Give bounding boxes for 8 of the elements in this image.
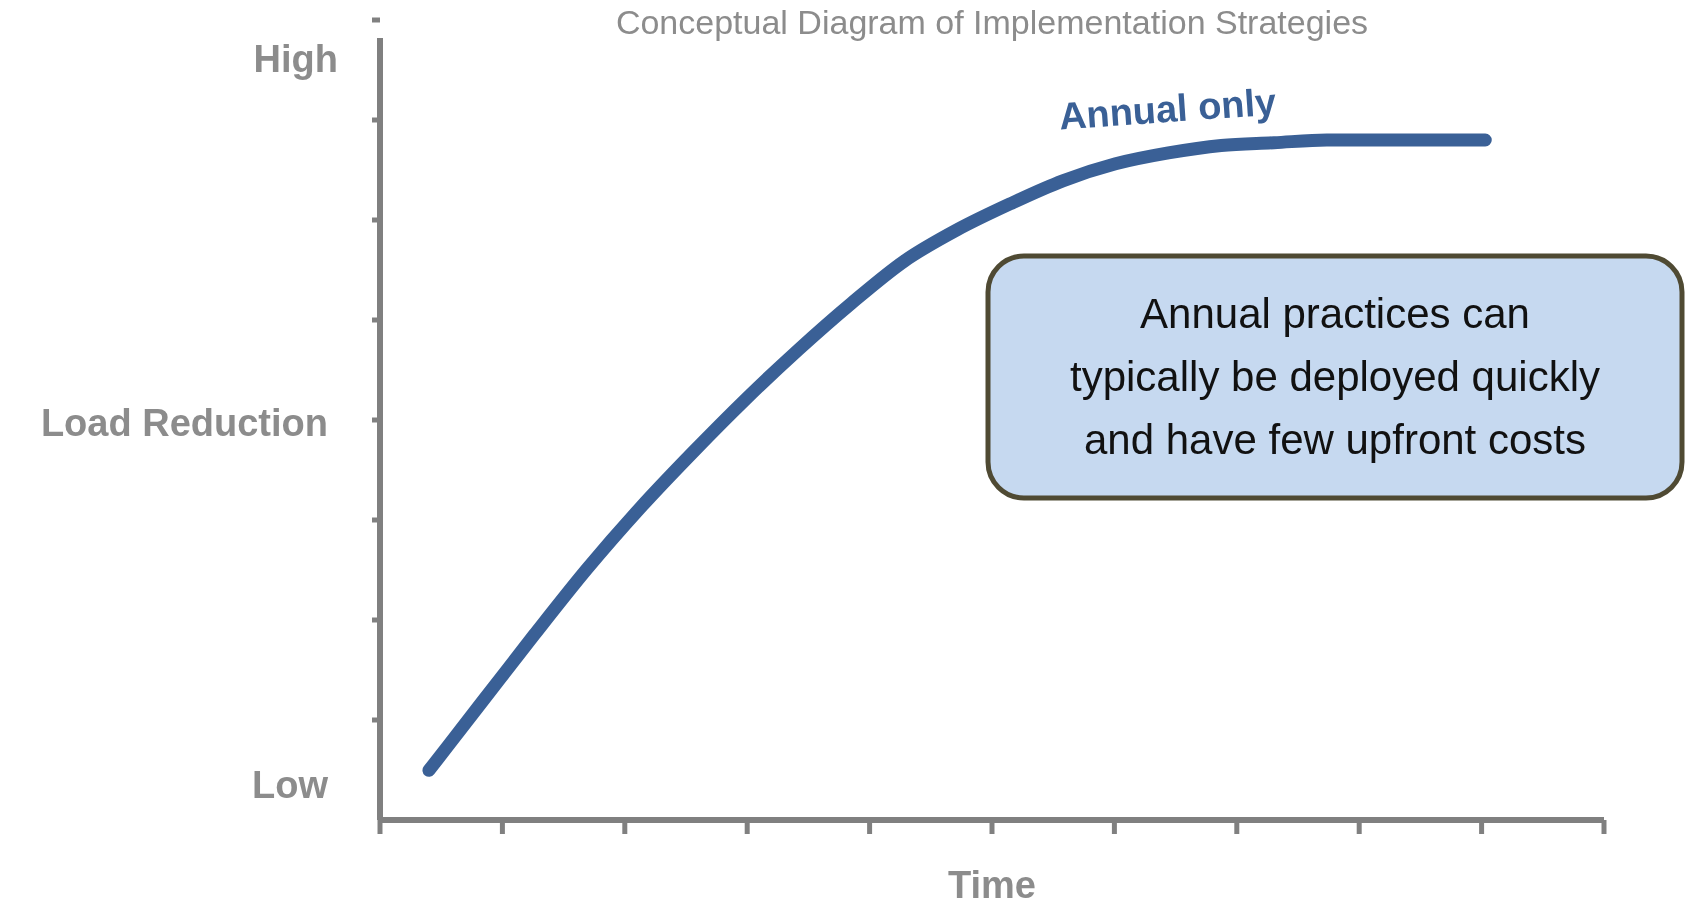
series-label: Annual only (1057, 80, 1278, 138)
x-axis-title: Time (947, 864, 1037, 906)
annotation: Annual practices can typically be deployed quickly and have few upfront costs (1070, 290, 1600, 463)
text: Low (252, 764, 329, 806)
chart-title: Conceptual Diagram of Implementation Strategies (615, 3, 1369, 41)
callout-box: Annual practices can typically be deployed quickly and have few upfront costs (985, 253, 1685, 501)
text: High (253, 38, 338, 80)
y-axis-title: Load Reduction (40, 402, 328, 444)
